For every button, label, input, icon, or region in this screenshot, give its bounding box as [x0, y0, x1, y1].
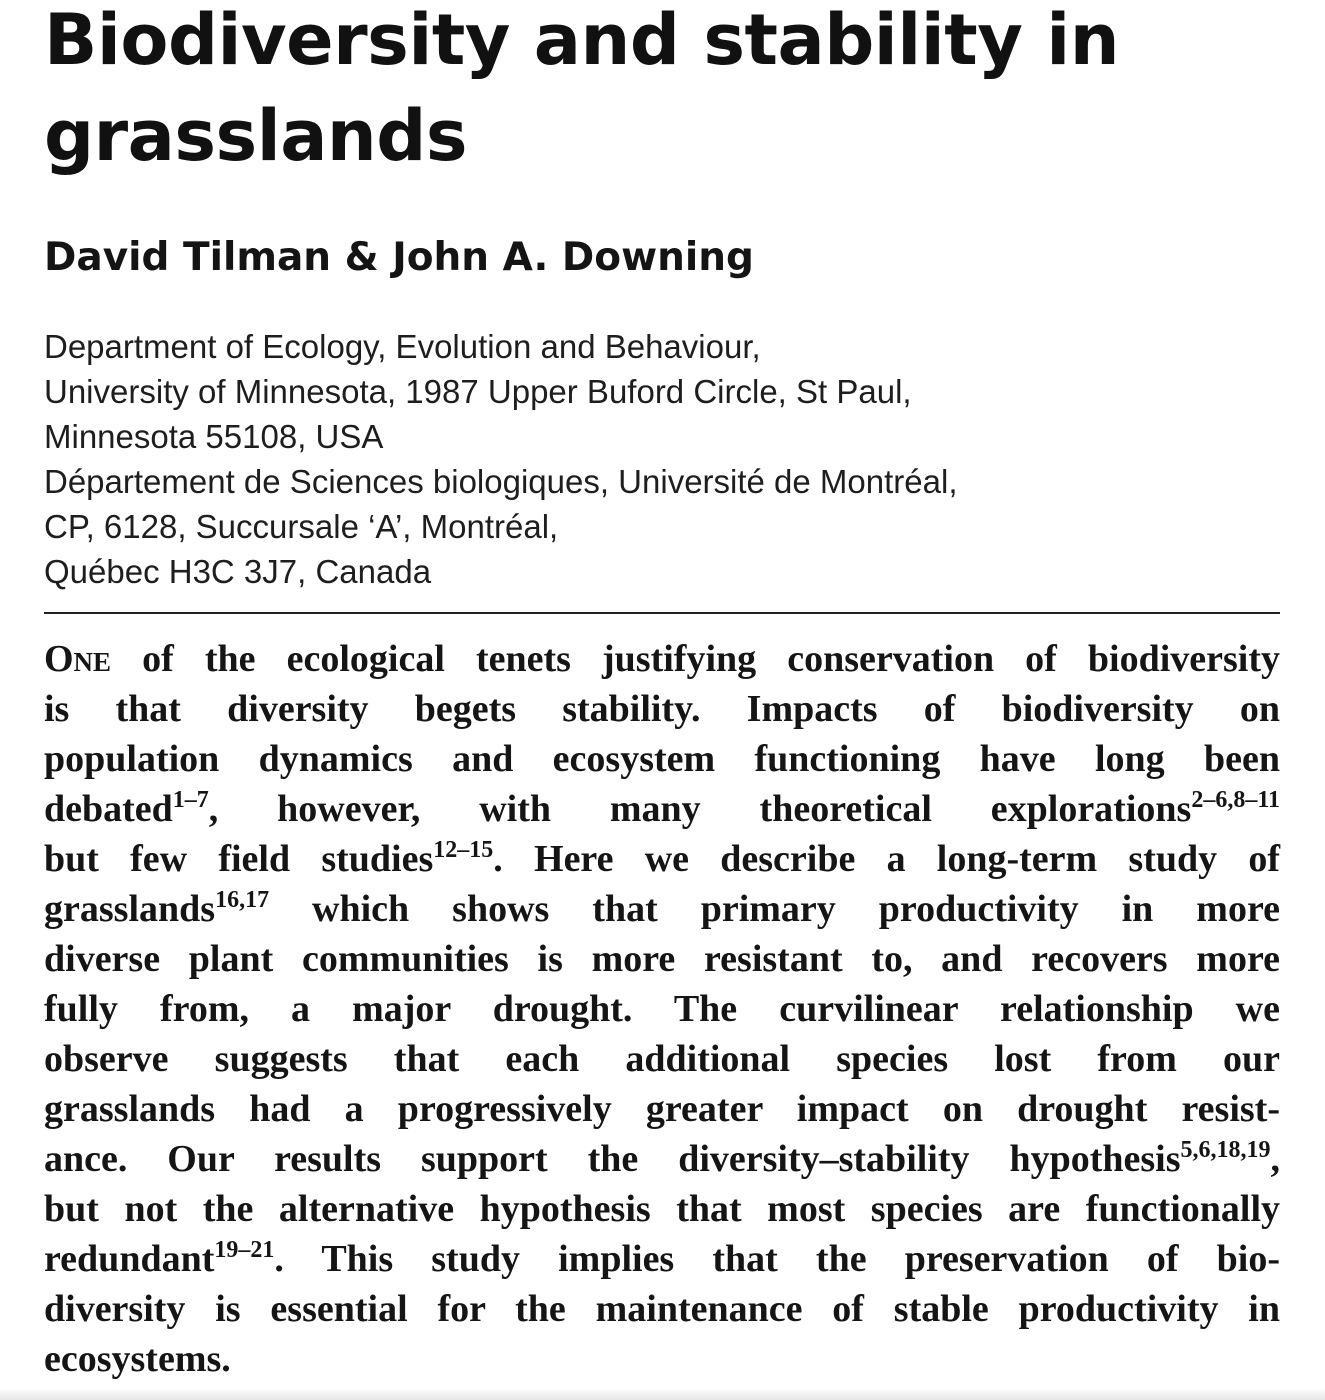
abstract: One of the ecological tenets justifying … — [44, 634, 1280, 1384]
title-line-1: Biodiversity and stability in — [44, 0, 1120, 81]
abstract-text: but few field studies — [44, 838, 434, 880]
abstract-line: fully from, a major drought. The curvili… — [44, 988, 1280, 1030]
article-page: Biodiversity and stability in grasslands… — [44, 0, 1280, 1384]
abstract-text: . This study implies that the preservati… — [274, 1238, 1280, 1280]
abstract-line: ance. Our results support the diversity–… — [44, 1134, 1280, 1184]
abstract-line: is that diversity begets stability. Impa… — [44, 688, 1280, 730]
article-title: Biodiversity and stability in grasslands — [44, 0, 1280, 184]
abstract-line: but few field studies12–15. Here we desc… — [44, 834, 1280, 884]
abstract-line: but not the alternative hypothesis that … — [44, 1188, 1280, 1230]
citation-ref: 1–7 — [172, 787, 209, 813]
abstract-line: diverse plant communities is more resist… — [44, 938, 1280, 980]
abstract-line: observe suggests that each additional sp… — [44, 1038, 1280, 1080]
citation-ref: 2–6,8–11 — [1191, 787, 1280, 813]
scan-edge-shade — [0, 1388, 1325, 1400]
abstract-text: debated — [44, 788, 173, 830]
abstract-text: , however, with many theoretical explora… — [208, 788, 1192, 830]
author-list: David Tilman & John A. Downing — [44, 235, 754, 280]
abstract-line: population dynamics and ecosystem functi… — [44, 738, 1280, 780]
abstract-line: debated1–7, however, with many theoretic… — [44, 784, 1280, 834]
affiliations: Department of Ecology, Evolution and Beh… — [44, 324, 1280, 594]
affiliation-line: Minnesota 55108, USA — [44, 418, 384, 455]
abstract-line: One of the ecological tenets justifying … — [44, 634, 1280, 684]
citation-ref: 19–21 — [214, 1237, 275, 1263]
section-divider — [44, 612, 1280, 614]
abstract-text: ance. Our results support the diversity–… — [44, 1138, 1181, 1180]
citation-ref: 5,6,18,19 — [1180, 1137, 1271, 1163]
abstract-text: of the ecological tenets justifying cons… — [111, 638, 1280, 680]
citation-ref: 12–15 — [433, 837, 494, 863]
abstract-lead-word: One — [44, 638, 112, 680]
affiliation-line: CP, 6128, Succursale ‘A’, Montréal, — [44, 508, 559, 545]
abstract-text: grasslands — [44, 888, 216, 930]
abstract-text: redundant — [44, 1238, 215, 1280]
affiliation-line: Québec H3C 3J7, Canada — [44, 553, 432, 590]
abstract-line: ecosystems. — [44, 1338, 231, 1380]
abstract-line: redundant19–21. This study implies that … — [44, 1234, 1280, 1284]
abstract-text: , — [1270, 1138, 1281, 1180]
abstract-text: . Here we describe a long-term study of — [493, 838, 1281, 880]
title-line-2: grasslands — [44, 95, 468, 177]
citation-ref: 16,17 — [215, 887, 270, 913]
abstract-line: grasslands had a progressively greater i… — [44, 1088, 1280, 1130]
abstract-line: grasslands16,17 which shows that primary… — [44, 884, 1280, 934]
abstract-line: diversity is essential for the maintenan… — [44, 1288, 1280, 1330]
affiliation-line: Département de Sciences biologiques, Uni… — [44, 463, 958, 500]
affiliation-line: Department of Ecology, Evolution and Beh… — [44, 328, 761, 365]
abstract-text: which shows that primary productivity in… — [269, 888, 1280, 930]
affiliation-line: University of Minnesota, 1987 Upper Bufo… — [44, 373, 912, 410]
